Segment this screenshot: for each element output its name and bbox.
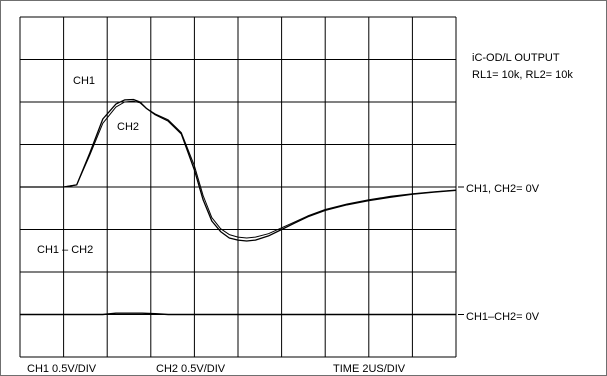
trace-label-ch2: CH2	[117, 121, 139, 133]
chart-subtitle: RL1= 10k, RL2= 10k	[472, 69, 573, 81]
scale-label-ch2: CH2 0.5V/DIV	[156, 363, 225, 375]
scale-label-time: TIME 2US/DIV	[333, 363, 405, 375]
reference-level-ticks	[458, 187, 464, 315]
trace-label-ch1-minus-ch2: CH1 – CH2	[37, 244, 93, 256]
ref-label-ch1-ch2-zero: CH1, CH2= 0V	[466, 183, 539, 195]
chart-title: iC-OD/L OUTPUT	[472, 52, 560, 64]
graticule-grid	[20, 17, 456, 357]
ref-label-difference-zero: CH1–CH2= 0V	[466, 311, 539, 323]
scale-label-ch1: CH1 0.5V/DIV	[27, 363, 96, 375]
trace-label-ch1: CH1	[73, 75, 95, 87]
